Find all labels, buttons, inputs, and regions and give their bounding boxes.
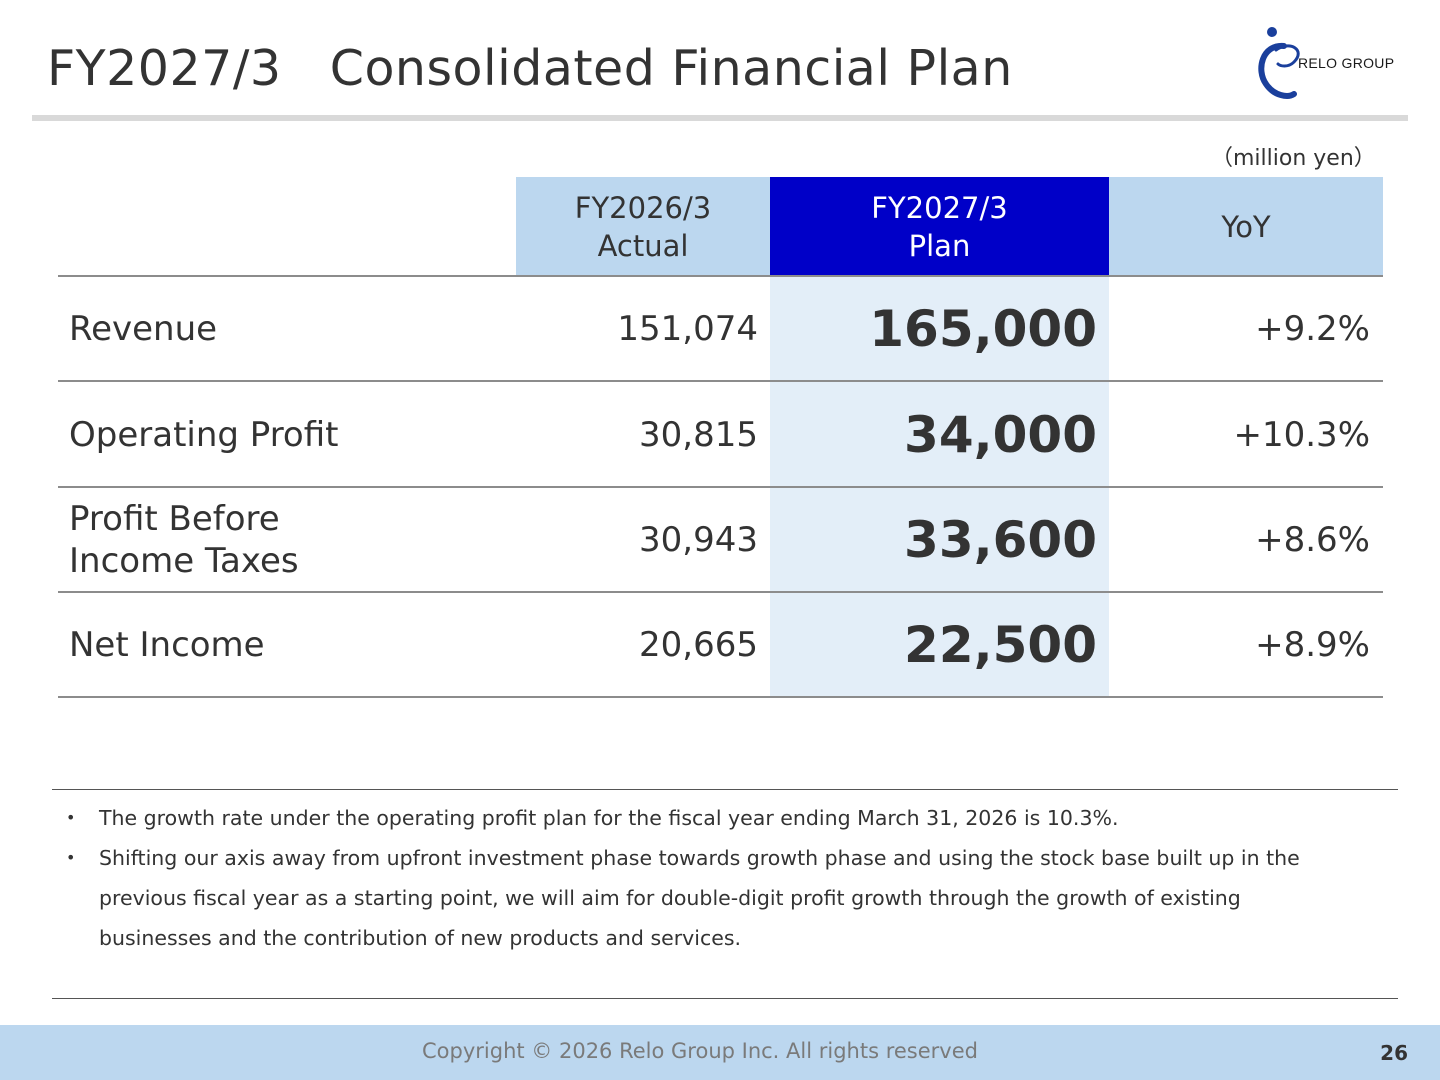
relo-group-logo — [1258, 27, 1300, 99]
notes-list: • The growth rate under the operating pr… — [66, 798, 1376, 958]
unit-note: （million yen） — [1211, 146, 1376, 171]
row-plan-value: 165,000 — [869, 299, 1097, 358]
table-rule — [58, 591, 1383, 593]
header-yoy-label: YoY — [1221, 209, 1271, 244]
table-row-net-income: Net Income 20,665 22,500 +8.9% — [58, 592, 1383, 697]
row-plan-value: 34,000 — [904, 405, 1097, 464]
footer-bar: Copyright © 2026 Relo Group Inc. All rig… — [0, 1025, 1440, 1080]
row-label-line: Net Income — [69, 624, 265, 665]
row-label-line: Revenue — [69, 308, 218, 349]
notes-top-rule — [52, 789, 1398, 790]
note-line: Shifting our axis away from upfront inve… — [99, 846, 1300, 870]
row-label: Profit Before Income Taxes — [69, 487, 299, 592]
row-yoy-value: +8.6% — [1255, 519, 1370, 560]
row-actual-value: 30,943 — [639, 519, 758, 560]
row-label-line: Income Taxes — [69, 540, 299, 581]
row-plan-value: 33,600 — [904, 510, 1097, 569]
row-label: Revenue — [69, 276, 217, 381]
row-label: Operating Profit — [69, 382, 338, 487]
row-label-line: Operating Profit — [69, 414, 339, 455]
header-fy2026-actual: FY2026/3 Actual — [516, 177, 770, 276]
row-label: Net Income — [69, 592, 265, 697]
table-row-profit-before-taxes: Profit Before Income Taxes 30,943 33,600… — [58, 487, 1383, 592]
slide-title: FY2027/3 Consolidated Financial Plan — [47, 40, 1013, 97]
table-row-operating-profit: Operating Profit 30,815 34,000 +10.3% — [58, 382, 1383, 487]
note-line: businesses and the contribution of new p… — [99, 926, 742, 950]
header-actual-line1: FY2026/3 — [574, 190, 712, 225]
note-item: • The growth rate under the operating pr… — [66, 798, 1376, 838]
row-actual-value: 151,074 — [617, 308, 758, 349]
note-line: previous fiscal year as a starting point… — [99, 886, 1241, 910]
header-actual-line2: Actual — [597, 228, 689, 263]
row-plan-value: 22,500 — [904, 615, 1097, 674]
table-rule — [58, 486, 1383, 488]
row-yoy-value: +9.2% — [1255, 308, 1370, 349]
row-label-line: Profit Before — [69, 498, 280, 539]
note-line: The growth rate under the operating prof… — [99, 806, 1119, 830]
copyright-text: Copyright © 2026 Relo Group Inc. All rig… — [422, 1039, 978, 1063]
table-rule — [58, 275, 1383, 277]
bullet-icon: • — [66, 808, 76, 827]
row-yoy-value: +8.9% — [1255, 624, 1370, 665]
note-item: • Shifting our axis away from upfront in… — [66, 838, 1376, 958]
title-divider — [32, 115, 1408, 121]
bullet-icon: • — [66, 848, 76, 867]
header-plan-line2: Plan — [908, 228, 971, 263]
page-number: 26 — [1380, 1041, 1408, 1065]
table-rule — [58, 380, 1383, 382]
table-rule — [58, 696, 1383, 698]
logo-text: RELO GROUP — [1298, 55, 1395, 71]
notes-bottom-rule — [52, 998, 1398, 999]
table-row-revenue: Revenue 151,074 165,000 +9.2% — [58, 276, 1383, 381]
row-actual-value: 20,665 — [639, 624, 758, 665]
row-actual-value: 30,815 — [639, 414, 758, 455]
row-yoy-value: +10.3% — [1233, 414, 1371, 455]
header-fy2027-plan: FY2027/3 Plan — [770, 177, 1109, 276]
header-yoy: YoY — [1109, 177, 1383, 276]
header-plan-line1: FY2027/3 — [871, 190, 1008, 225]
